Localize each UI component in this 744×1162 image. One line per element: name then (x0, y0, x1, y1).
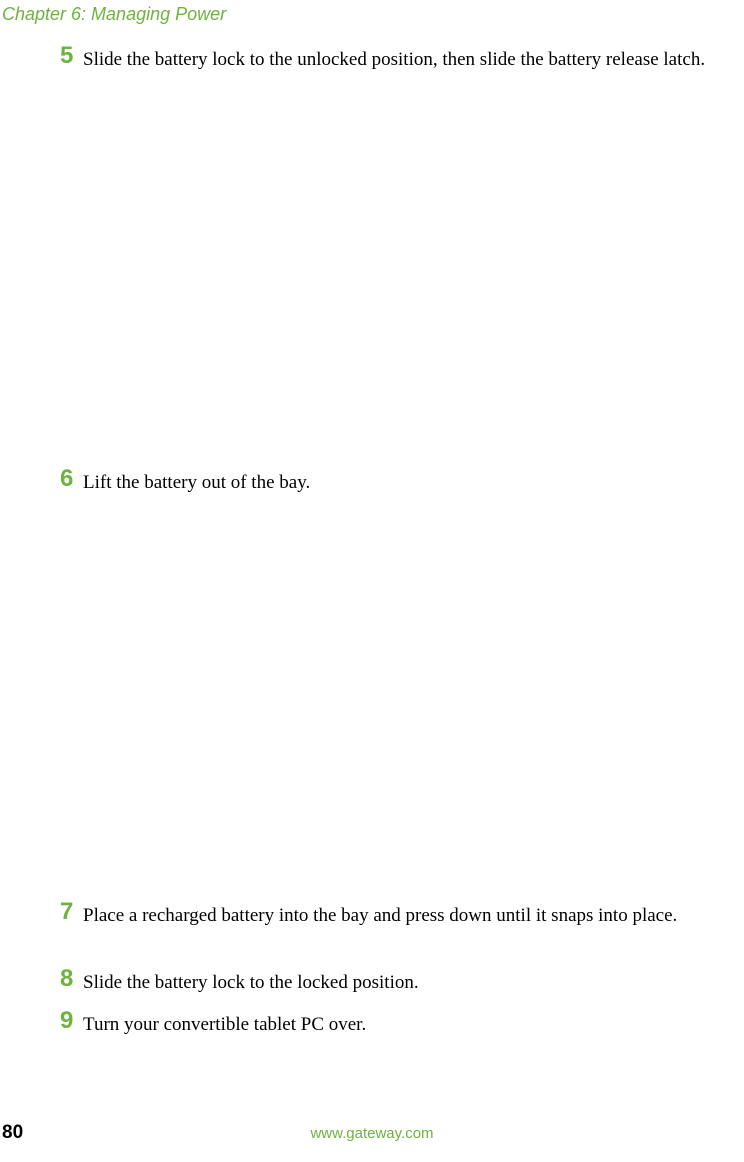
step-9: 9 Turn your convertible tablet PC over. (60, 1012, 744, 1038)
step-8: 8 Slide the battery lock to the locked p… (60, 970, 744, 996)
step-8-text: Slide the battery lock to the locked pos… (83, 970, 744, 996)
footer-url: www.gateway.com (310, 1125, 433, 1142)
step-7-number: 7 (60, 898, 73, 926)
step-5-text: Slide the battery lock to the unlocked p… (83, 47, 744, 73)
step-7: 7 Place a recharged battery into the bay… (60, 903, 744, 929)
step-6-number: 6 (60, 465, 73, 493)
step-6-text: Lift the battery out of the bay. (83, 470, 744, 496)
step-9-text: Turn your convertible tablet PC over. (83, 1012, 744, 1038)
step-5-number: 5 (60, 42, 73, 70)
step-8-number: 8 (60, 965, 73, 993)
step-9-number: 9 (60, 1007, 73, 1035)
step-6: 6 Lift the battery out of the bay. (60, 470, 744, 496)
document-page: Chapter 6: Managing Power 5 Slide the ba… (0, 0, 744, 1162)
step-7-text: Place a recharged battery into the bay a… (83, 903, 744, 929)
step-5: 5 Slide the battery lock to the unlocked… (60, 47, 744, 73)
chapter-title: Chapter 6: Managing Power (2, 4, 226, 25)
page-number: 80 (2, 1122, 23, 1144)
